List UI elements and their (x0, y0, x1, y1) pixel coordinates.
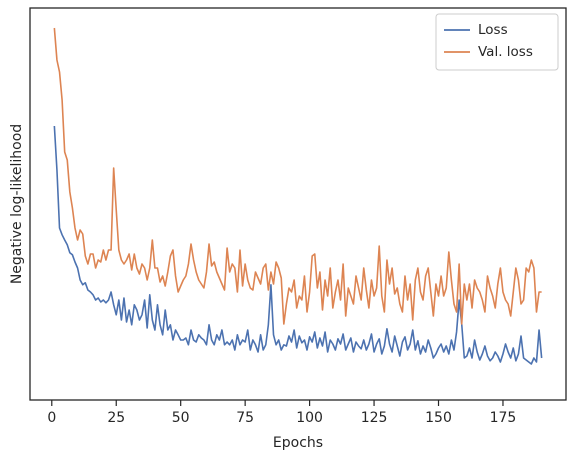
legend-label: Loss (478, 22, 508, 38)
x-tick-label: 100 (296, 410, 323, 426)
y-axis-label: Negative log-likelihood (9, 124, 25, 284)
x-tick-label: 75 (236, 410, 254, 426)
x-tick-label: 0 (47, 410, 56, 426)
x-axis-label: Epochs (273, 435, 323, 451)
x-tick-label: 50 (172, 410, 190, 426)
line (53, 125, 543, 365)
plot-frame (29, 7, 567, 401)
x-tick-label: 150 (425, 410, 452, 426)
legend: Loss Val. loss (435, 13, 559, 71)
x-tick-label: 175 (490, 410, 517, 426)
legend-label: Val. loss (478, 44, 533, 60)
x-tick-label: 125 (361, 410, 388, 426)
legend-box (435, 13, 559, 71)
x-tick-label: 25 (107, 410, 125, 426)
line (53, 27, 542, 325)
